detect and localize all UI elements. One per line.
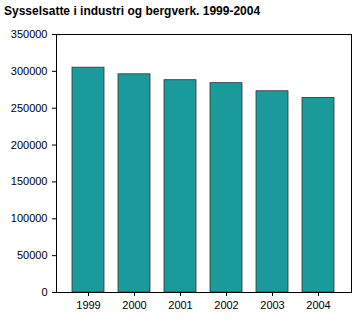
svg-text:2001: 2001 <box>168 299 192 311</box>
svg-text:1999: 1999 <box>76 299 100 311</box>
svg-text:2003: 2003 <box>260 299 284 311</box>
svg-text:2004: 2004 <box>306 299 330 311</box>
svg-text:300000: 300000 <box>11 65 48 77</box>
svg-text:2002: 2002 <box>214 299 238 311</box>
svg-text:2000: 2000 <box>122 299 146 311</box>
svg-text:0: 0 <box>41 286 47 298</box>
svg-text:350000: 350000 <box>11 28 48 40</box>
html-text:Sysselsatte i industri og berg: Sysselsatte i industri og bergverk. 1999… <box>4 4 261 18</box>
svg-text:100000: 100000 <box>11 212 48 224</box>
svg-text:200000: 200000 <box>11 139 48 151</box>
svg-text:250000: 250000 <box>11 102 48 114</box>
svg-text:50000: 50000 <box>17 249 48 261</box>
svg-text:150000: 150000 <box>11 175 48 187</box>
